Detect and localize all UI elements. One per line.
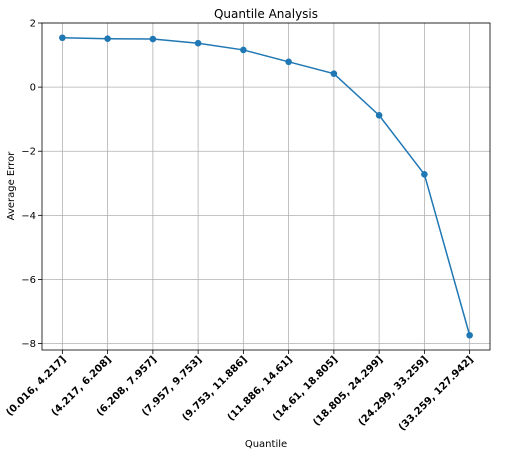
- axes-frame: [41, 22, 491, 351]
- data-point: [330, 70, 338, 77]
- y-tick-label: 0: [30, 83, 36, 94]
- data-point: [59, 34, 66, 42]
- y-tick-label: 2: [30, 19, 36, 30]
- chart-title: Quantile Analysis: [214, 7, 318, 21]
- data-point: [285, 58, 292, 66]
- y-tick-label: −4: [21, 211, 36, 222]
- x-axis-label: Quantile: [245, 439, 287, 450]
- data-point: [466, 331, 473, 339]
- data-point: [421, 171, 428, 178]
- y-axis-label: Average Error: [6, 151, 17, 221]
- data-point: [149, 35, 157, 43]
- y-tick-label: −2: [21, 147, 36, 158]
- grid-layer: [42, 22, 490, 350]
- data-point: [375, 112, 383, 119]
- data-point: [240, 46, 247, 54]
- tick-layer: 20−2−4−6−8(0.016, 4.217](4.217, 6.208](6…: [4, 19, 475, 434]
- x-tick-label: (33.259, 127.942]: [397, 354, 476, 433]
- series-layer: [59, 34, 473, 339]
- series-line: [62, 37, 471, 336]
- y-tick-label: −6: [21, 275, 36, 286]
- data-point: [104, 35, 111, 43]
- y-tick-label: −8: [21, 339, 36, 350]
- data-point: [194, 39, 202, 47]
